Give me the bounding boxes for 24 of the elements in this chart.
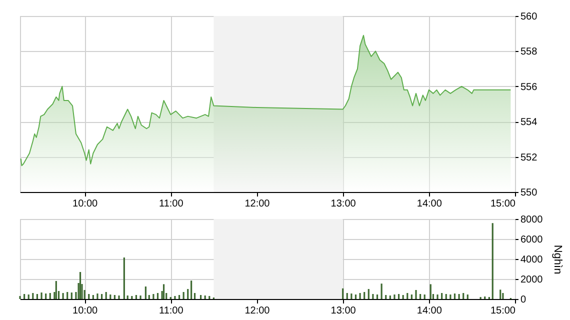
x-tick-label: 11:00: [159, 198, 184, 210]
y-tick-label: 4000: [520, 254, 544, 266]
y-tick-label: 554: [520, 117, 538, 128]
x-tick-label: 12:00: [244, 198, 270, 210]
y-tick-label: 6000: [520, 234, 544, 246]
x-tick-label: 11:00: [159, 306, 184, 316]
y-tick-label: 558: [520, 46, 538, 58]
x-tick-label: 12:00: [244, 306, 270, 316]
y-tick-label: 8000: [520, 214, 544, 226]
x-tick-label: 14:00: [416, 306, 442, 316]
x-tick-label: 10:00: [72, 198, 98, 210]
x-tick-label: 13:00: [330, 306, 356, 316]
y-tick-label: 550: [520, 188, 538, 198]
x-tick-label: 14:00: [416, 198, 442, 210]
y-tick-label: 560: [520, 12, 538, 22]
x-tick-label: 15:00: [490, 306, 516, 316]
y-tick-label: 552: [520, 152, 538, 164]
x-tick-label: 13:00: [330, 198, 356, 210]
y-axis-title: Nghìn: [552, 244, 564, 274]
y-tick-label: 2000: [520, 274, 544, 286]
x-tick-label: 15:00: [490, 198, 516, 210]
y-tick-label: 556: [520, 82, 538, 93]
y-tick-label: 0: [520, 294, 526, 306]
x-tick-label: 10:00: [72, 306, 98, 316]
